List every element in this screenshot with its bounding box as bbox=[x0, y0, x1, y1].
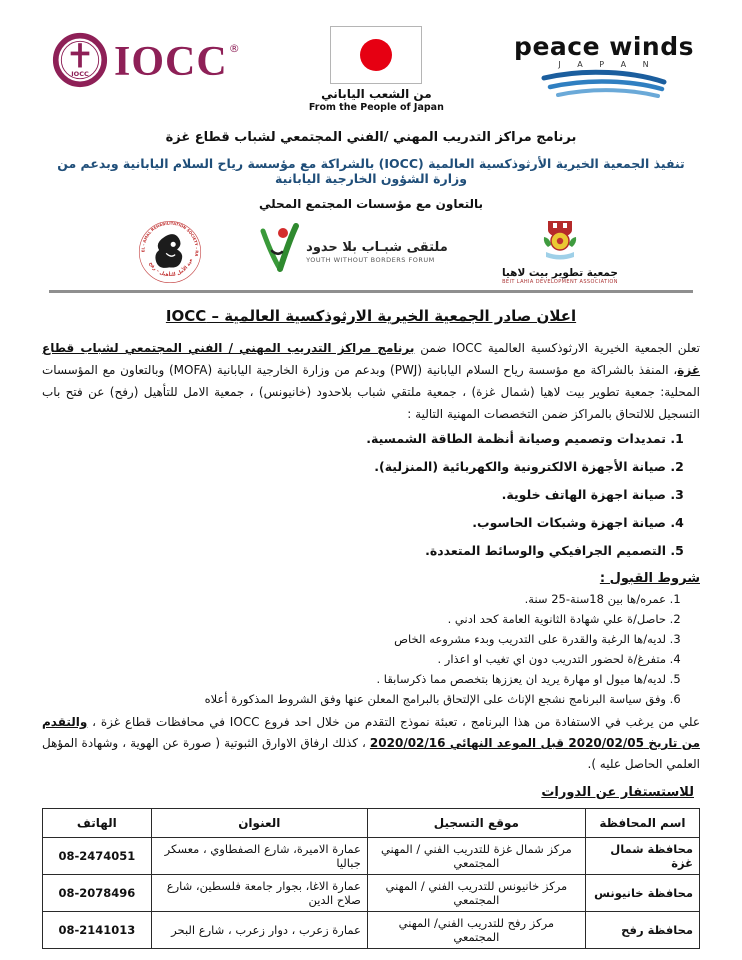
condition-item: حاصل/ة علي شهادة الثانوية العامة كحد ادن… bbox=[42, 612, 666, 626]
address-cell: عمارة الاغا، بجوار جامعة فلسطين، شارع صل… bbox=[150, 874, 368, 912]
condition-item: لديه/ها الرغبة والقدرة على التدريب وبدء … bbox=[42, 632, 666, 646]
partner-logo-row: EL - AMAL REHABILITATION SOCIETY - RAFAH… bbox=[138, 219, 618, 285]
center-cell: مركز رفح للتدريب الفني/ المهني المجتمعي bbox=[366, 911, 586, 949]
youth-without-borders-logo: ملتقى شبـاب بلا حدود YOUTH WITHOUT BORDE… bbox=[256, 223, 448, 281]
peace-winds-waves-icon bbox=[538, 69, 670, 107]
apply-dates: والتقدم من تاريخ 2020/02/05 قبل الموعد ا… bbox=[42, 715, 700, 750]
application-paragraph: علي من يرغب في الاستفادة من هذا البرنامج… bbox=[42, 712, 700, 775]
japan-flag-logo: من الشعب الياباني From the People of Jap… bbox=[309, 26, 444, 113]
ywbf-text-block: ملتقى شبـاب بلا حدود YOUTH WITHOUT BORDE… bbox=[306, 240, 448, 264]
conditions-heading: شروط القبول : bbox=[599, 571, 700, 586]
conditions-list: عمره/ها بين 18سنة-25 سنة. حاصل/ة علي شها… bbox=[42, 592, 700, 706]
peace-winds-japan-label: J A P A N bbox=[558, 60, 656, 69]
table-row: محافظة رفح مركز رفح للتدريب الفني/ المهن… bbox=[42, 911, 701, 949]
table-row: محافظة شمال غزة مركز شمال غزة للتدريب ال… bbox=[42, 837, 701, 875]
specialization-item: صيانة الأجهزة الالكترونية والكهربائية (ا… bbox=[42, 459, 666, 474]
col-address: العنوان bbox=[150, 808, 368, 838]
table-row: محافظة خانيونس مركز خانيونس للتدريب الفن… bbox=[42, 874, 701, 912]
specialization-item: التصميم الجرافيكي والوسائط المتعددة. bbox=[42, 543, 666, 558]
governorate-cell: محافظة رفح bbox=[584, 911, 701, 949]
address-cell: عمارة الاميرة، شارع الصفطاوي ، معسكر جبا… bbox=[150, 837, 368, 875]
col-registration-site: موقع التسجيل bbox=[366, 808, 586, 838]
apply-text-2: ، كذلك ارفاق الاوارق الثبوتية ( صورة عن … bbox=[42, 736, 700, 771]
section-divider bbox=[49, 290, 693, 293]
specialization-item: صيانة اجهزة الهاتف خلوية. bbox=[42, 487, 666, 502]
logo-row: IOCC IOCC ® من الشعب الياباني From the P… bbox=[42, 24, 700, 116]
implementers-line: تنفيذ الجمعية الخيرية الأرثوذكسية العالم… bbox=[57, 156, 685, 186]
specialization-item: صيانة اجهزة وشبكات الحاسوب. bbox=[42, 515, 666, 530]
phone-cell: 08-2141013 bbox=[42, 911, 152, 949]
center-cell: مركز خانيونس للتدريب الفني / المهني المج… bbox=[366, 874, 586, 912]
phone-cell: 08-2078496 bbox=[42, 874, 152, 912]
inquiry-heading: للاستستفار عن الدورات bbox=[541, 785, 694, 800]
address-cell: عمارة زعرب ، دوار زعرب ، شارع البحر bbox=[150, 911, 368, 949]
ywbf-name-arabic: ملتقى شبـاب بلا حدود bbox=[306, 240, 448, 255]
col-phone: الهاتف bbox=[42, 808, 152, 838]
iocc-registered-mark: ® bbox=[228, 41, 240, 55]
condition-item: عمره/ها بين 18سنة-25 سنة. bbox=[42, 592, 666, 606]
iocc-wordmark: IOCC bbox=[114, 39, 228, 85]
peace-winds-wordmark: peace winds bbox=[514, 32, 694, 61]
iocc-emblem-icon: IOCC bbox=[52, 32, 108, 92]
governorate-cell: محافظة خانيونس bbox=[584, 874, 701, 912]
ywbf-figure-icon bbox=[256, 223, 300, 281]
japan-caption-arabic: من الشعب الياباني bbox=[321, 87, 432, 101]
col-governorate: اسم المحافظة bbox=[584, 808, 701, 838]
japan-flag-sun bbox=[360, 39, 393, 71]
intro-text-2: ، المنفذ بالشراكة مع مؤسسة رياح السلام ا… bbox=[42, 363, 700, 421]
ywbf-name-english: YOUTH WITHOUT BORDERS FORUM bbox=[306, 256, 435, 264]
intro-paragraph: تعلن الجمعية الخيرية الارثوذكسية العالمي… bbox=[42, 337, 700, 425]
intro-text-1: تعلن الجمعية الخيرية الارثوذكسية العالمي… bbox=[414, 341, 701, 355]
elamal-rehabilitation-logo: EL - AMAL REHABILITATION SOCIETY - RAFAH… bbox=[138, 220, 202, 284]
apply-text-1: علي من يرغب في الاستفادة من هذا البرنامج… bbox=[87, 715, 700, 729]
iocc-logo: IOCC IOCC ® bbox=[52, 32, 240, 92]
center-cell: مركز شمال غزة للتدريب الفني / المهني الم… bbox=[366, 837, 586, 875]
japan-caption-english: From the People of Japan bbox=[308, 102, 444, 113]
announcement-title: اعلان صادر الجمعية الخيرية الارثوذكسية ا… bbox=[165, 307, 577, 325]
svg-text:IOCC: IOCC bbox=[71, 70, 89, 78]
japan-flag-icon bbox=[330, 26, 423, 84]
condition-item: لديه/ها ميول او مهارة يريد ان يعززها بتخ… bbox=[42, 672, 667, 686]
beit-lahia-name-english: BEIT LAHIA DEVELOPMENT ASSOCIATION bbox=[502, 279, 618, 285]
intro-program-name: برنامج مراكز التدريب المهني / الفني المج… bbox=[42, 341, 701, 377]
beit-lahia-emblem-icon bbox=[540, 219, 580, 265]
governorate-cell: محافظة شمال غزة bbox=[584, 837, 701, 875]
condition-item: متفرغ/ة لحضور التدريب دون اي تغيب او اعذ… bbox=[42, 652, 666, 666]
cooperation-line: بالتعاون مع مؤسسات المجتمع المحلي bbox=[258, 197, 484, 211]
centers-table: اسم المحافظة موقع التسجيل العنوان الهاتف… bbox=[42, 808, 701, 949]
table-header-row: اسم المحافظة موقع التسجيل العنوان الهاتف bbox=[42, 808, 701, 838]
beit-lahia-logo: جمعية تطوير بيت لاهيا BEIT LAHIA DEVELOP… bbox=[502, 219, 618, 285]
specialization-item: تمديدات وتصميم وصيانة أنظمة الطاقة الشمس… bbox=[42, 431, 666, 446]
phone-cell: 08-2474051 bbox=[42, 837, 152, 875]
beit-lahia-name-arabic: جمعية تطوير بيت لاهيا bbox=[501, 267, 618, 279]
program-title-line: برنامج مراكز التدريب المهني /الفني المجت… bbox=[165, 130, 577, 145]
condition-item: وفق سياسة البرنامج نشجع الإناث على الإلت… bbox=[42, 692, 666, 706]
peace-winds-japan-logo: peace winds J A P A N bbox=[514, 34, 694, 107]
specializations-list: تمديدات وتصميم وصيانة أنظمة الطاقة الشمس… bbox=[42, 431, 700, 558]
